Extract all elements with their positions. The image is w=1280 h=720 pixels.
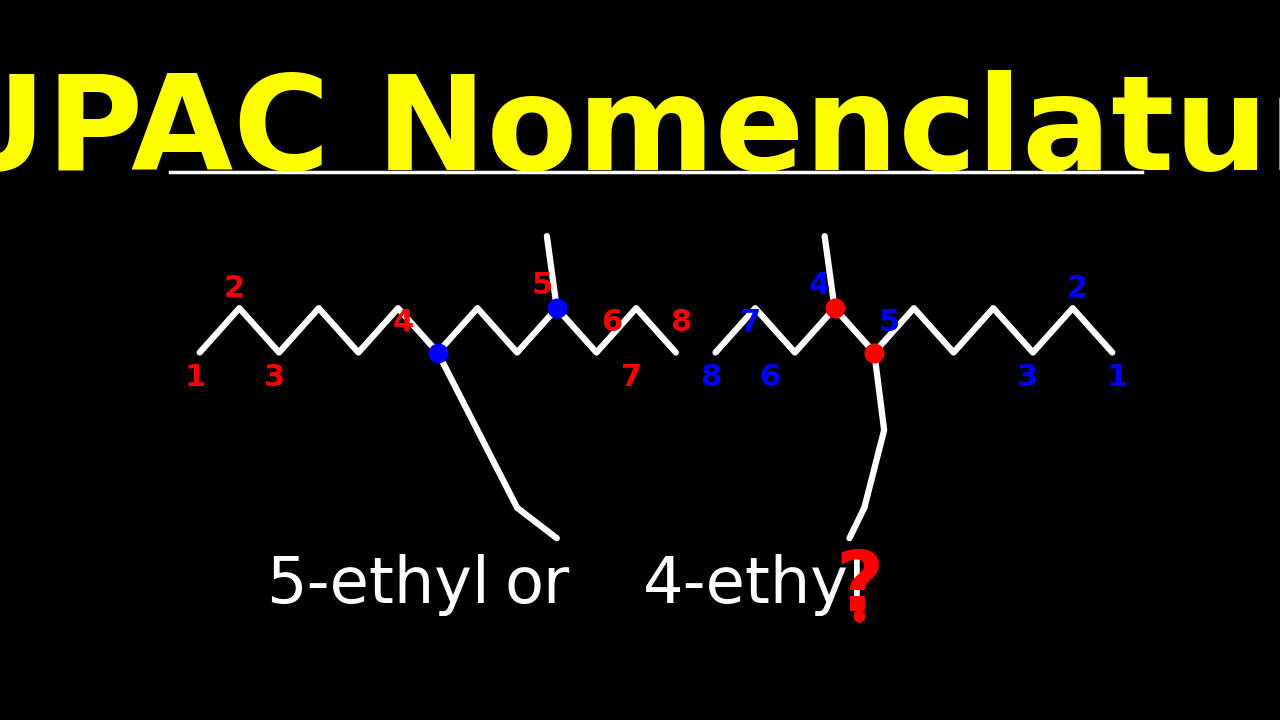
Text: 4: 4	[393, 307, 413, 336]
Text: 2: 2	[224, 274, 244, 303]
Text: 4: 4	[809, 271, 831, 300]
Text: 8: 8	[700, 363, 721, 392]
Point	[864, 347, 884, 359]
Text: 7: 7	[740, 307, 760, 336]
Text: ?: ?	[836, 546, 883, 628]
Text: 6: 6	[600, 307, 622, 336]
Text: 6: 6	[759, 363, 781, 392]
Text: or: or	[504, 554, 570, 616]
Text: 3: 3	[1018, 363, 1038, 392]
Text: 1: 1	[1107, 363, 1128, 392]
Text: 5: 5	[531, 271, 553, 300]
Text: 8: 8	[671, 307, 691, 336]
Point	[428, 347, 448, 359]
Point	[824, 302, 845, 314]
Text: IUPAC Nomenclature: IUPAC Nomenclature	[0, 70, 1280, 197]
Text: 3: 3	[264, 363, 284, 392]
Text: 2: 2	[1068, 274, 1088, 303]
Text: 4-ethyl: 4-ethyl	[644, 554, 867, 616]
Text: 5: 5	[878, 307, 900, 336]
Text: 7: 7	[621, 363, 641, 392]
Point	[849, 610, 869, 621]
Text: 5-ethyl: 5-ethyl	[266, 554, 490, 616]
Point	[547, 302, 567, 314]
Text: 1: 1	[184, 363, 205, 392]
